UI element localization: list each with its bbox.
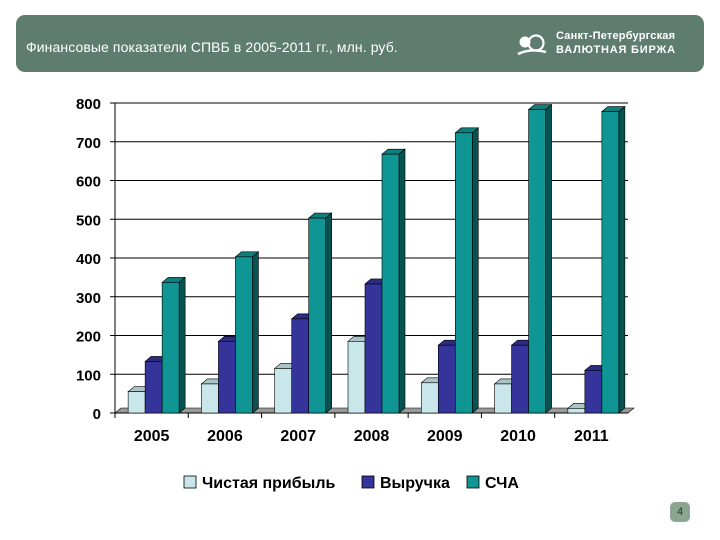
y-tick-label: 100 [76, 367, 101, 384]
bar-side-face [471, 127, 479, 414]
legend-label: Выручка [380, 475, 450, 492]
legend-swatch-nav [466, 475, 480, 489]
bar-side-face [325, 212, 333, 414]
bar-net-profit-2010 [494, 383, 512, 414]
bar-revenue-2009 [437, 344, 456, 414]
bar-nav-2008 [381, 153, 400, 414]
bar-side-face [398, 148, 406, 414]
legend-swatch-revenue [361, 475, 375, 489]
bar-nav-2010 [528, 109, 546, 414]
y-tick-label: 200 [76, 329, 101, 346]
x-tick-label: 2008 [354, 428, 390, 445]
x-tick-label: 2011 [574, 428, 609, 445]
logo-text-top: Санкт-Петербургская [556, 30, 676, 42]
x-tick-label: 2007 [280, 428, 316, 445]
y-tick-label: 500 [76, 212, 101, 229]
header-bar: Финансовые показатели СПВБ в 2005-2011 г… [16, 15, 704, 72]
logo-text-bottom: ВАЛЮТНАЯ БИРЖА [556, 44, 676, 56]
bar-net-profit-2009 [420, 382, 439, 414]
bar-nav-2007 [308, 217, 327, 414]
bar-net-profit-2011 [567, 408, 586, 414]
legend-swatch-net-profit [183, 475, 197, 489]
bar-net-profit-2005 [127, 391, 146, 414]
bar-nav-2005 [161, 282, 180, 414]
legend-label: СЧА [485, 475, 519, 492]
x-tick-label: 2010 [500, 428, 536, 445]
bar-nav-2006 [235, 256, 253, 414]
bar-side-face [618, 105, 626, 414]
bar-side-face [252, 251, 259, 414]
bar-revenue-2011 [584, 370, 603, 414]
exchange-logo-icon [517, 34, 547, 56]
bar-revenue-2006 [218, 341, 236, 414]
y-tick-label: 700 [76, 135, 101, 152]
bar-net-profit-2006 [201, 383, 219, 414]
bar-side-face [545, 103, 552, 414]
legend-label: Чистая прибыль [202, 475, 335, 492]
bar-revenue-2007 [291, 318, 310, 414]
x-tick-label: 2005 [134, 428, 170, 445]
bar-revenue-2010 [511, 344, 529, 414]
bar-net-profit-2008 [347, 341, 366, 414]
y-tick-label: 600 [76, 174, 101, 191]
bar-nav-2009 [454, 132, 473, 414]
y-tick-label: 300 [76, 290, 101, 307]
x-tick-label: 2009 [427, 428, 463, 445]
y-tick-label: 0 [93, 406, 101, 423]
page-title: Финансовые показатели СПВБ в 2005-2011 г… [26, 39, 398, 55]
x-tick-label: 2006 [207, 428, 243, 445]
bar-revenue-2008 [364, 283, 383, 414]
y-tick-label: 400 [76, 251, 101, 268]
bar-nav-2011 [601, 111, 620, 414]
y-tick-label: 800 [76, 96, 101, 113]
bar-revenue-2005 [144, 361, 163, 414]
page-number-badge: 4 [670, 502, 690, 522]
bar-side-face [178, 276, 186, 414]
bar-net-profit-2007 [274, 368, 293, 414]
